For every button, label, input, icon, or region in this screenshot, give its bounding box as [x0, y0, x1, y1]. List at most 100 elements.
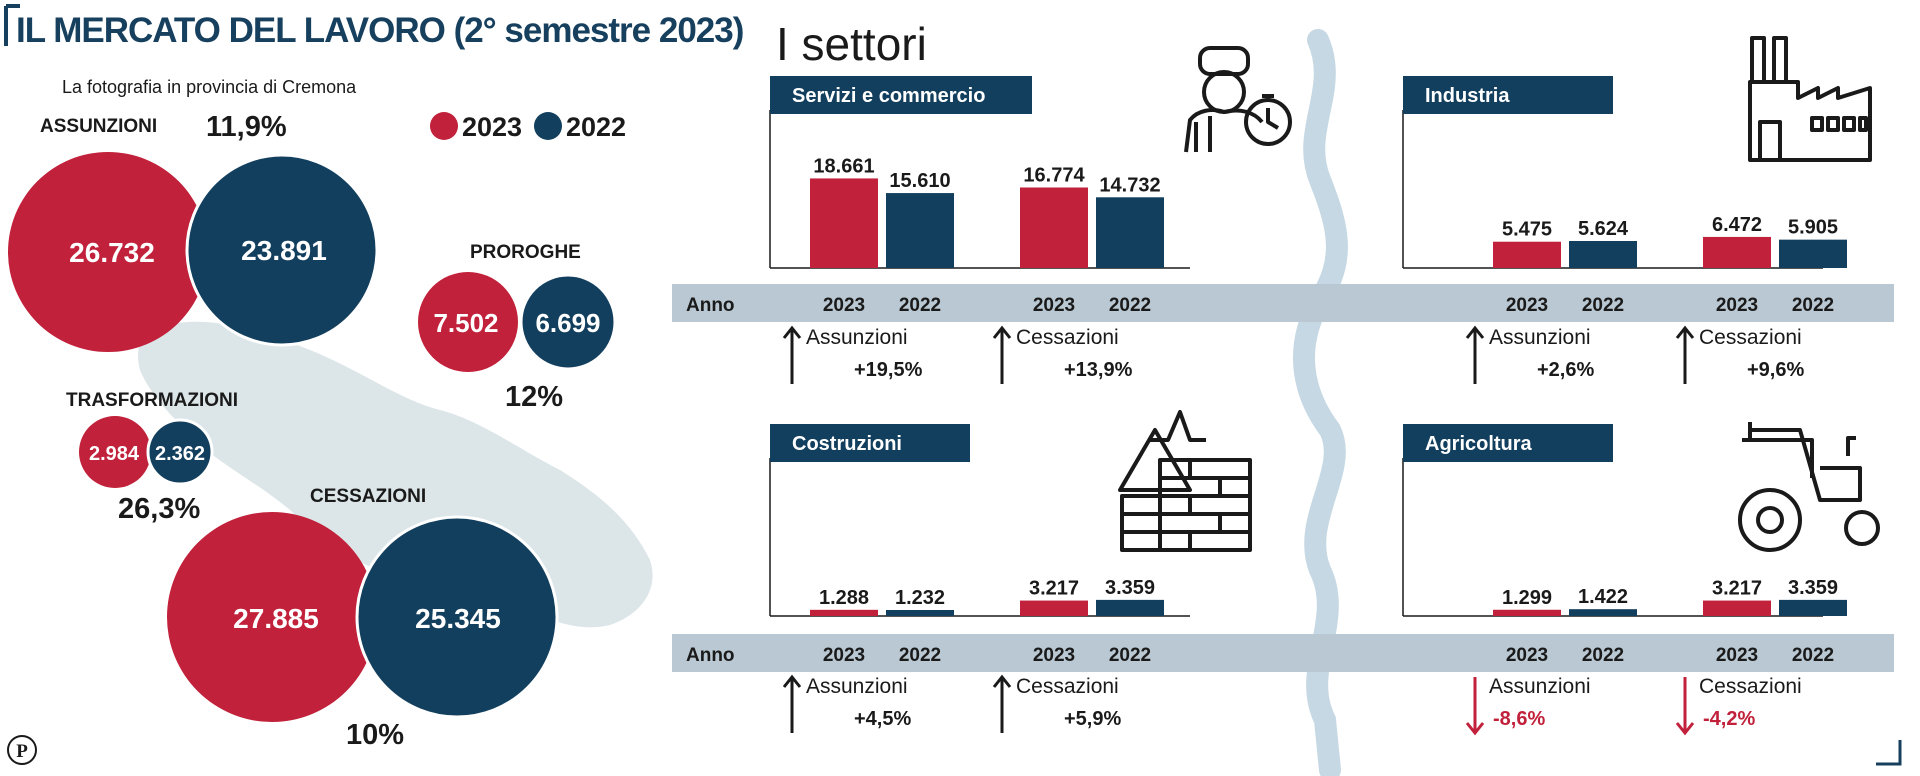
legend-label-2022: 2022	[566, 112, 626, 142]
bubble-change: 10%	[346, 719, 404, 751]
change-value: -8,6%	[1493, 708, 1545, 730]
bubble-2023	[8, 152, 208, 352]
bar-value-2023: 3.217	[1712, 578, 1762, 600]
change-value: -4,2%	[1703, 708, 1755, 730]
bar-value-2023: 16.774	[1023, 164, 1085, 186]
change-value: +5,9%	[1064, 708, 1121, 730]
bar-cessazioni-2022	[1096, 599, 1164, 616]
bubble-2023	[418, 272, 518, 372]
legend: 2023 2022	[430, 112, 626, 142]
factory-icon	[1748, 36, 1872, 162]
publisher-logo: P	[7, 735, 37, 765]
bar-value-2023: 5.475	[1502, 219, 1552, 241]
change-value: +2,6%	[1537, 359, 1594, 381]
bubble-value-2022: 2.362	[155, 443, 205, 465]
bar-assunzioni-2023	[810, 609, 878, 616]
sector-header	[1403, 76, 1613, 114]
sector-name: Industria	[1425, 85, 1510, 107]
year-tick-2022: 2022	[1792, 645, 1834, 666]
bubble-2023	[167, 512, 377, 722]
year-tick-2023: 2023	[1033, 295, 1075, 316]
sector-name: Servizi e commercio	[792, 85, 985, 107]
bubble-value-2023: 7.502	[433, 308, 498, 338]
bar-assunzioni-2022	[1569, 609, 1637, 616]
year-tick-2023: 2023	[1506, 295, 1548, 316]
logo-letter: P	[16, 741, 28, 762]
arrow-up-icon	[992, 325, 1012, 384]
bar-value-2022: 1.232	[895, 587, 945, 609]
bar-value-2022: 5.905	[1788, 217, 1838, 239]
legend-swatch-2023	[430, 112, 458, 140]
title-corner-mark	[4, 4, 20, 46]
year-tick-2023: 2023	[1716, 645, 1758, 666]
bubble-2022	[355, 515, 559, 719]
bar-value-2023: 1.288	[819, 587, 869, 609]
corner-mark	[1876, 740, 1902, 766]
bar-cessazioni-2022	[1096, 197, 1164, 268]
sector-panels: Servizi e commercio 18.661 15.610 2023 2022 A…	[769, 76, 1847, 736]
bubble-group-trasformazioni: TRASFORMAZIONI 2.984 2.362 26,3%	[66, 390, 238, 525]
year-band-bottom	[672, 634, 1894, 672]
bar-cessazioni-2023	[1703, 600, 1771, 616]
bar-cessazioni-2023	[1703, 236, 1771, 268]
change-label: Cessazioni	[1016, 675, 1119, 698]
axis-label-top: Anno	[686, 295, 735, 316]
change-label: Assunzioni	[1489, 326, 1591, 349]
sector-header	[1403, 424, 1613, 462]
sector-header	[770, 76, 1032, 114]
bar-value-2023: 3.217	[1029, 578, 1079, 600]
bubble-change: 11,9%	[206, 111, 287, 143]
bubble-label: TRASFORMAZIONI	[66, 390, 238, 411]
year-tick-2023: 2023	[1716, 295, 1758, 316]
bar-cessazioni-2023	[1020, 600, 1088, 616]
main-title: IL MERCATO DEL LAVORO (2° semestre 2023)	[16, 11, 743, 50]
bar-value-2023: 18.661	[813, 155, 874, 177]
bar-cessazioni-2022	[1779, 599, 1847, 616]
bubble-value-2022: 23.891	[241, 235, 327, 266]
bubble-label: ASSUNZIONI	[40, 116, 157, 137]
bubble-value-2022: 25.345	[415, 603, 501, 634]
bubble-group-cessazioni: CESSAZIONI 27.885 25.345 10%	[167, 486, 559, 751]
river-shape	[1293, 29, 1348, 776]
bubble-label: PROROGHE	[470, 242, 581, 263]
bar-value-2022: 3.359	[1105, 577, 1155, 599]
sector-header	[770, 424, 970, 462]
bar-assunzioni-2022	[1569, 241, 1637, 268]
sector-panel: Industria 5.475 5.624 2023 2022 Assunzioni +2,…	[1402, 76, 1847, 384]
bar-value-2023: 6.472	[1712, 214, 1762, 236]
arrow-up-icon	[782, 325, 802, 384]
arrow-up-icon	[992, 674, 1012, 733]
settori-title: I settori	[776, 18, 927, 70]
arrow-down-icon	[1465, 677, 1485, 736]
bar-value-2022: 3.359	[1788, 577, 1838, 599]
year-tick-2023: 2023	[1033, 645, 1075, 666]
bar-value-2022: 1.422	[1578, 586, 1628, 608]
sector-panel: Servizi e commercio 18.661 15.610 2023 2022 A…	[769, 76, 1190, 384]
sector-name: Agricoltura	[1425, 433, 1533, 455]
sector-panel: Costruzioni 1.288 1.232 2023 2022 Assunzioni +…	[769, 424, 1190, 733]
bar-value-2022: 5.624	[1578, 218, 1629, 240]
legend-label-2023: 2023	[462, 112, 522, 142]
bar-value-2022: 15.610	[889, 170, 950, 192]
change-label: Assunzioni	[806, 326, 908, 349]
year-tick-2022: 2022	[1582, 645, 1624, 666]
bar-cessazioni-2022	[1779, 239, 1847, 268]
bubble-value-2023: 26.732	[69, 237, 155, 268]
arrow-up-icon	[1465, 325, 1485, 384]
bar-assunzioni-2022	[886, 193, 954, 268]
bubble-group-proroghe: PROROGHE 7.502 6.699 12%	[418, 242, 617, 413]
change-label: Cessazioni	[1699, 326, 1802, 349]
tractor-icon	[1738, 422, 1880, 552]
arrow-up-icon	[782, 674, 802, 733]
bar-assunzioni-2023	[1493, 241, 1561, 268]
year-tick-2023: 2023	[823, 645, 865, 666]
bubble-2023	[79, 416, 151, 488]
year-tick-2022: 2022	[1109, 295, 1151, 316]
bubble-change: 12%	[505, 381, 563, 413]
legend-swatch-2022	[534, 112, 562, 140]
bar-assunzioni-2023	[1493, 609, 1561, 616]
bubble-2022	[185, 153, 379, 347]
bubble-label: CESSAZIONI	[310, 486, 426, 507]
year-tick-2022: 2022	[1109, 645, 1151, 666]
